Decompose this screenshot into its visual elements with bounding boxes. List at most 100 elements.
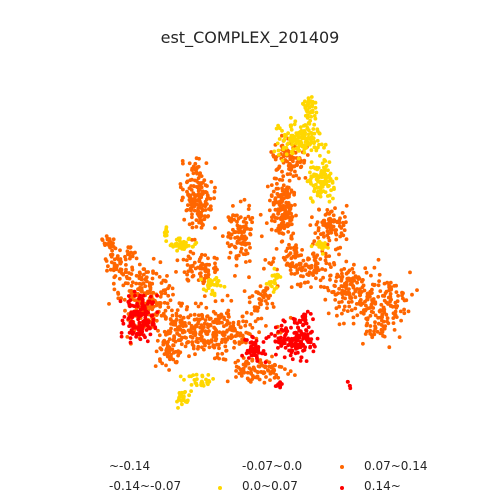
map-point: [130, 332, 135, 336]
map-point: [274, 155, 279, 159]
map-point: [164, 239, 169, 244]
map-point: [197, 259, 202, 264]
map-point: [151, 256, 156, 261]
map-point: [289, 133, 294, 138]
map-point: [231, 213, 235, 218]
map-point: [213, 299, 218, 304]
map-point: [214, 276, 219, 280]
map-point: [322, 158, 327, 162]
map-point: [393, 309, 398, 314]
map-point: [209, 207, 213, 212]
map-point: [214, 333, 219, 338]
map-point: [168, 298, 173, 303]
map-point: [316, 235, 320, 240]
map-point: [282, 223, 287, 228]
map-point: [119, 334, 124, 339]
map-point: [116, 292, 121, 296]
map-point: [185, 272, 190, 277]
map-point: [329, 209, 334, 214]
map-point: [154, 318, 159, 323]
map-point: [376, 321, 381, 326]
map-point: [123, 257, 128, 262]
map-point: [236, 358, 241, 363]
map-point: [337, 304, 342, 309]
map-point: [247, 356, 251, 360]
map-point: [161, 342, 166, 347]
map-point: [331, 213, 336, 218]
map-point: [171, 343, 176, 348]
map-point: [189, 207, 194, 211]
map-point: [185, 341, 189, 345]
map-point: [111, 281, 116, 286]
map-point: [275, 216, 280, 221]
map-point: [308, 345, 312, 350]
map-point: [276, 207, 281, 212]
map-point: [136, 312, 141, 317]
map-point: [203, 318, 208, 322]
map-point: [309, 181, 313, 186]
map-point: [174, 237, 179, 242]
map-point: [272, 280, 277, 285]
map-point: [372, 329, 376, 334]
series-0-14-plus: [118, 289, 353, 391]
map-point: [125, 276, 130, 281]
map-point: [299, 164, 304, 169]
map-point: [290, 155, 295, 160]
map-point: [269, 193, 274, 198]
map-point: [225, 379, 230, 384]
map-point: [279, 239, 284, 244]
map-point: [229, 336, 233, 341]
map-point: [127, 304, 132, 309]
map-point: [158, 260, 163, 265]
map-point: [187, 222, 192, 227]
map-point: [204, 305, 209, 310]
map-point: [246, 376, 250, 381]
map-point: [337, 224, 342, 229]
map-point: [275, 181, 279, 186]
map-point: [273, 339, 278, 344]
map-point: [301, 101, 305, 106]
map-point: [248, 380, 253, 384]
map-point: [242, 289, 247, 293]
map-point: [173, 339, 178, 344]
map-point: [256, 317, 260, 321]
legend-entry-0-14-plus: 0.14~: [364, 479, 401, 493]
map-point: [265, 306, 269, 310]
map-point: [297, 333, 301, 338]
map-point: [148, 290, 152, 295]
map-point: [208, 323, 213, 328]
map-point: [299, 339, 303, 344]
map-point: [224, 349, 229, 353]
map-point: [197, 220, 202, 225]
map-point: [188, 195, 193, 200]
map-point: [170, 286, 175, 291]
map-point: [208, 204, 213, 209]
map-point: [184, 258, 189, 263]
map-point: [232, 217, 237, 222]
map-point: [301, 274, 305, 279]
map-point: [292, 122, 297, 127]
map-point: [213, 261, 217, 266]
map-point: [275, 141, 280, 146]
map-point: [320, 267, 325, 271]
map-point: [283, 257, 287, 262]
map-point: [220, 234, 225, 239]
map-point: [190, 221, 195, 226]
map-point: [165, 230, 170, 234]
map-point: [175, 332, 180, 336]
map-point: [305, 153, 310, 157]
map-point: [247, 300, 252, 305]
map-point: [207, 317, 212, 321]
map-point: [217, 330, 222, 334]
map-point: [286, 372, 290, 376]
map-point: [193, 242, 198, 247]
map-point: [323, 241, 327, 245]
map-point: [205, 184, 209, 188]
map-point: [324, 179, 329, 183]
map-point: [315, 336, 320, 341]
map-point: [280, 169, 284, 174]
map-point: [241, 219, 246, 224]
map-point: [173, 242, 178, 247]
map-point: [186, 203, 190, 208]
map-point: [181, 328, 186, 333]
